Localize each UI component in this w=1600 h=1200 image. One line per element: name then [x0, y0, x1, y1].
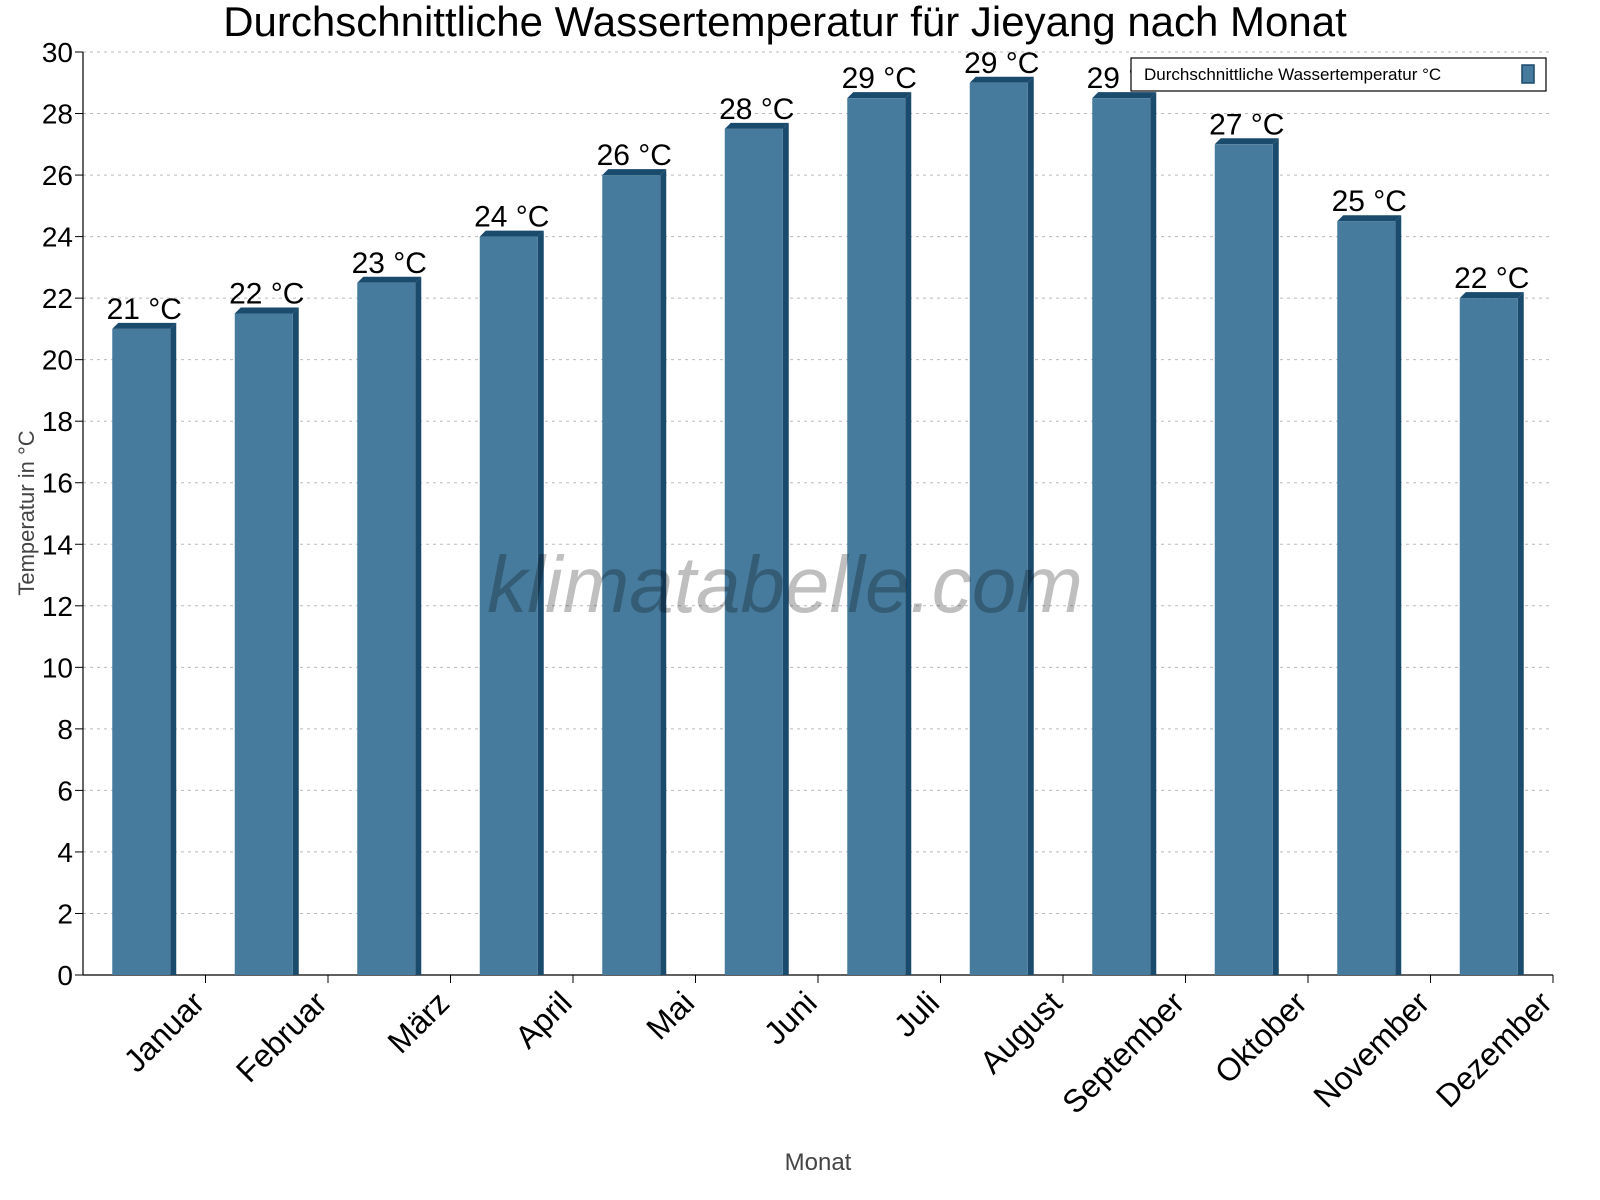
- bar: [357, 282, 416, 975]
- bar: [1214, 144, 1273, 976]
- y-tick-label: 8: [57, 714, 73, 745]
- data-label: 29 °C: [842, 62, 917, 95]
- x-tick-label: November: [1306, 984, 1436, 1114]
- bar: [1092, 98, 1151, 975]
- x-tick-label: Oktober: [1208, 984, 1314, 1090]
- bar-top: [602, 169, 667, 176]
- y-tick-label: 0: [57, 960, 73, 991]
- bar-top: [969, 76, 1034, 83]
- bar: [112, 328, 171, 975]
- y-tick-label: 6: [57, 775, 73, 806]
- bar-side: [1150, 92, 1157, 975]
- bar-side: [1395, 215, 1402, 975]
- bar-side: [415, 276, 422, 975]
- x-axis-label: Monat: [785, 1149, 852, 1176]
- bar-side: [537, 230, 544, 976]
- data-label: 22 °C: [229, 278, 304, 311]
- y-tick-label: 18: [42, 406, 73, 437]
- y-tick-label: 16: [42, 468, 73, 499]
- y-tick-label: 10: [42, 652, 73, 683]
- legend: Durchschnittliche Wassertemperatur °C: [1130, 57, 1547, 92]
- bar: [1337, 221, 1396, 975]
- bar-side: [1517, 292, 1524, 976]
- bar-top: [234, 307, 299, 314]
- x-tick-label: Dezember: [1429, 984, 1559, 1114]
- data-label: 24 °C: [474, 201, 549, 234]
- bar: [847, 98, 906, 975]
- bar-side: [905, 92, 912, 975]
- y-tick-label: 28: [42, 99, 73, 130]
- y-tick-label: 30: [42, 37, 73, 68]
- legend-label: Durchschnittliche Wassertemperatur °C: [1144, 65, 1441, 84]
- bar: [724, 128, 783, 975]
- x-tick-label: April: [508, 984, 579, 1055]
- x-tick-label: September: [1055, 984, 1191, 1120]
- legend-box: [1130, 57, 1547, 92]
- bar-side: [782, 122, 789, 975]
- bar-top: [1092, 92, 1157, 99]
- y-tick-label: 14: [42, 529, 73, 560]
- x-tick-label: August: [973, 984, 1069, 1080]
- y-tick-label: 22: [42, 283, 73, 314]
- data-label: 28 °C: [719, 93, 794, 126]
- x-tick-label: Juni: [757, 984, 824, 1051]
- x-tick-label: Mai: [639, 984, 701, 1046]
- bar-top: [847, 92, 912, 99]
- data-label: 21 °C: [107, 293, 182, 326]
- bar-top: [479, 230, 544, 237]
- x-tick-label: Januar: [117, 984, 212, 1079]
- bars: [112, 76, 1524, 976]
- bar-side: [170, 322, 177, 975]
- y-tick-label: 26: [42, 160, 73, 191]
- legend-swatch: [1521, 64, 1535, 84]
- bar-top: [112, 322, 177, 329]
- chart-title: Durchschnittliche Wassertemperatur für J…: [223, 0, 1347, 45]
- x-tick-label: März: [380, 984, 456, 1060]
- data-label: 26 °C: [597, 139, 672, 172]
- bar-top: [1214, 138, 1279, 145]
- bar-top: [1337, 215, 1402, 222]
- x-axis-ticks: Januar Februar März April Mai Juni Juli AugustS…: [117, 975, 1559, 1121]
- data-label: 29 °C: [964, 47, 1039, 80]
- bar: [969, 82, 1028, 976]
- y-tick-label: 12: [42, 591, 73, 622]
- bar: [602, 175, 661, 976]
- data-label: 23 °C: [352, 247, 427, 280]
- y-tick-label: 24: [42, 222, 73, 253]
- bar: [1459, 298, 1518, 976]
- data-label: 27 °C: [1209, 108, 1284, 141]
- data-label: 22 °C: [1454, 262, 1529, 295]
- bar-top: [1459, 292, 1524, 299]
- data-labels: 21 °C 22 °C 23 °C 24 °C 26 °C 28 °C 29 °C 29 °C…: [107, 47, 1530, 326]
- bar-top: [357, 276, 422, 283]
- bar: [479, 236, 538, 976]
- gridlines: [83, 51, 1553, 914]
- y-tick-label: 20: [42, 345, 73, 376]
- y-tick-label: 2: [57, 898, 73, 929]
- bar: [234, 313, 293, 975]
- x-tick-label: Juli: [887, 984, 946, 1043]
- bar-top: [724, 122, 789, 129]
- y-axis-label: Temperatur in °C: [14, 430, 39, 595]
- bar-side: [1272, 138, 1279, 976]
- bar-side: [292, 307, 299, 975]
- watermark: klimatabelle.com: [487, 540, 1083, 629]
- data-label: 25 °C: [1332, 185, 1407, 218]
- bar-side: [1027, 76, 1034, 976]
- x-tick-label: Februar: [229, 984, 334, 1089]
- bar-side: [660, 169, 667, 976]
- y-tick-label: 4: [57, 837, 73, 868]
